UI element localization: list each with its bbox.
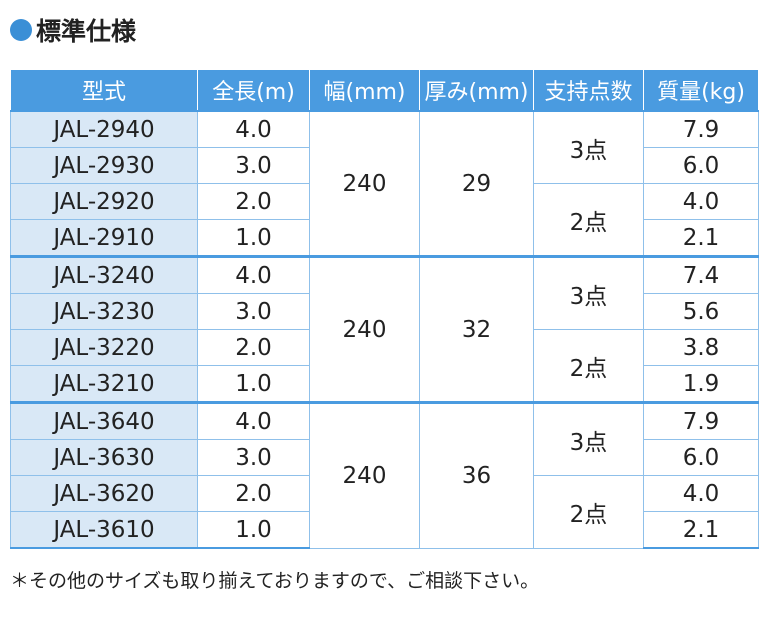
table-row: JAL-3240 4.0 240 32 3点 7.4 [10, 255, 759, 403]
mass-cell: 2.1 [643, 219, 759, 257]
model-cell: JAL-3240 [10, 255, 198, 294]
header-supports: 支持点数 [533, 70, 644, 112]
thickness-cell: 29 [419, 110, 534, 257]
supports-cell: 3点 [533, 255, 644, 330]
length-cell: 3.0 [197, 439, 310, 476]
header-width: 幅(mm) [309, 70, 420, 112]
length-cell: 1.0 [197, 365, 310, 403]
bullet-dot-icon [10, 19, 32, 41]
model-cell: JAL-3230 [10, 293, 198, 330]
length-cell: 4.0 [197, 110, 310, 148]
mass-cell: 6.0 [643, 147, 759, 184]
header-length: 全長(m) [197, 70, 310, 112]
mass-cell: 3.8 [643, 329, 759, 366]
footnote: ＊その他のサイズも取り揃えておりますので、ご相談下さい。 [10, 570, 540, 592]
mass-cell: 1.9 [643, 365, 759, 403]
model-cell: JAL-3610 [10, 511, 198, 549]
table-row: JAL-3230 3.0 5.6 [10, 293, 759, 330]
title-text: 標準仕様 [36, 17, 137, 46]
width-cell: 240 [309, 255, 420, 403]
width-cell: 240 [309, 401, 420, 549]
header-model: 型式 [10, 70, 198, 112]
model-cell: JAL-2930 [10, 147, 198, 184]
supports-cell: 2点 [533, 329, 644, 403]
table-row: JAL-3220 2.0 2点 3.8 [10, 329, 759, 403]
mass-cell: 7.9 [643, 401, 759, 440]
table-row: JAL-2910 1.0 2.1 [10, 219, 759, 257]
width-cell: 240 [309, 110, 420, 257]
model-cell: JAL-3640 [10, 401, 198, 440]
length-cell: 2.0 [197, 183, 310, 220]
table-row: JAL-2940 4.0 240 29 3点 7.9 [10, 110, 759, 257]
supports-cell: 3点 [533, 401, 644, 476]
model-cell: JAL-2910 [10, 219, 198, 257]
mass-cell: 4.0 [643, 183, 759, 220]
mass-cell: 7.4 [643, 255, 759, 294]
supports-cell: 2点 [533, 475, 644, 549]
mass-cell: 6.0 [643, 439, 759, 476]
supports-cell: 2点 [533, 183, 644, 257]
spec-table: 型式 全長(m) 幅(mm) 厚み(mm) 支持点数 質量(kg) JAL-29… [10, 70, 759, 549]
page-title: 標準仕様 [10, 10, 136, 50]
model-cell: JAL-3620 [10, 475, 198, 512]
model-cell: JAL-2940 [10, 110, 198, 148]
length-cell: 1.0 [197, 219, 310, 257]
table-row: JAL-3640 4.0 240 36 3点 7.9 [10, 401, 759, 549]
header-mass: 質量(kg) [643, 70, 759, 112]
thickness-cell: 32 [419, 255, 534, 403]
length-cell: 3.0 [197, 147, 310, 184]
model-cell: JAL-3630 [10, 439, 198, 476]
table-header-row: 型式 全長(m) 幅(mm) 厚み(mm) 支持点数 質量(kg) [10, 70, 759, 112]
table-row: JAL-3610 1.0 2.1 [10, 511, 759, 549]
mass-cell: 5.6 [643, 293, 759, 330]
length-cell: 4.0 [197, 255, 310, 294]
header-thickness: 厚み(mm) [419, 70, 534, 112]
length-cell: 1.0 [197, 511, 310, 549]
mass-cell: 7.9 [643, 110, 759, 148]
model-cell: JAL-3220 [10, 329, 198, 366]
length-cell: 2.0 [197, 475, 310, 512]
supports-cell: 3点 [533, 110, 644, 184]
length-cell: 4.0 [197, 401, 310, 440]
mass-cell: 4.0 [643, 475, 759, 512]
model-cell: JAL-3210 [10, 365, 198, 403]
model-cell: JAL-2920 [10, 183, 198, 220]
mass-cell: 2.1 [643, 511, 759, 549]
table-row: JAL-3620 2.0 2点 4.0 [10, 475, 759, 549]
table-row: JAL-3630 3.0 6.0 [10, 439, 759, 476]
thickness-cell: 36 [419, 401, 534, 549]
length-cell: 3.0 [197, 293, 310, 330]
length-cell: 2.0 [197, 329, 310, 366]
